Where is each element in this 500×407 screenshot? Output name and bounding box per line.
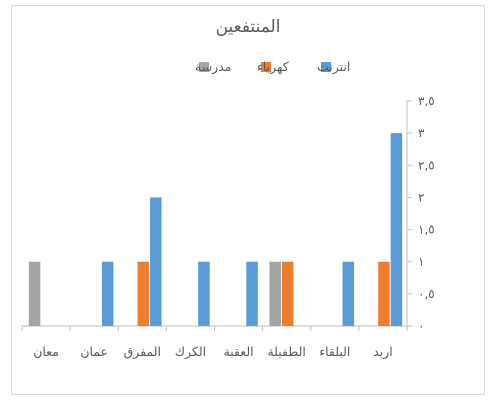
y-tick-label: ٠	[418, 319, 424, 333]
x-category-label: الكرك	[175, 344, 206, 360]
y-tick-label: ٢,٥	[418, 158, 435, 172]
y-tick-label: ٣	[418, 126, 425, 140]
x-category-label: العقبة	[224, 344, 254, 359]
bar-1-1	[390, 133, 403, 326]
bar-1-7	[101, 261, 114, 326]
y-tick-label: ٠,٥	[418, 287, 435, 301]
bar-2-1	[378, 261, 390, 326]
bar-1-2	[342, 261, 355, 326]
legend-swatch-1	[321, 62, 331, 72]
legend-swatch-3	[199, 62, 209, 72]
x-category-label: عمان	[80, 344, 108, 359]
bar-1-6	[150, 197, 162, 326]
bar-2-6	[137, 261, 150, 326]
x-category-label: المفرق	[124, 344, 161, 360]
y-tick-label: ١	[418, 255, 424, 269]
legend-label-3: مدرسة	[195, 59, 231, 75]
legend-label-2: كهرباء	[257, 59, 289, 75]
x-category-label: البلقاء	[319, 344, 350, 359]
x-category-label: الطفيلة	[267, 344, 305, 359]
chart-frame	[11, 5, 485, 395]
y-tick-label: ٢	[418, 190, 424, 204]
y-tick-label: ١,٥	[418, 223, 435, 237]
legend-swatch-2	[261, 62, 271, 72]
legend-label-1: انترنت	[317, 59, 350, 75]
chart-title: المنتفعين	[216, 17, 281, 37]
bar-3-3	[269, 261, 281, 326]
bar-3-8	[28, 261, 41, 326]
x-category-label: اربد	[373, 344, 393, 360]
bar-1-5	[198, 261, 210, 326]
x-category-label: معان	[33, 344, 59, 359]
y-tick-label: ٣,٥	[418, 94, 435, 108]
bar-1-4	[246, 261, 258, 326]
bar-2-3	[281, 261, 294, 326]
